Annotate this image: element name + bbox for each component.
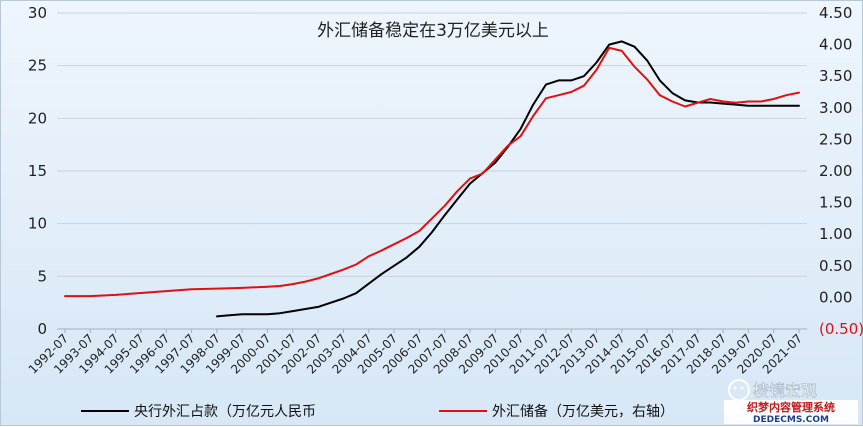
y-right-tick-label: 3.50 (819, 67, 852, 85)
y-right-tick-label: 3.00 (819, 99, 852, 117)
series-layer (64, 40, 800, 318)
series-line-reserves-usd (64, 46, 800, 298)
watermark-brand: 棱镜宏观 (753, 381, 817, 400)
watermark-badge-bg (724, 400, 858, 424)
wechat-icon-eye-left (733, 386, 737, 390)
y-left-tick-label: 0 (37, 320, 47, 338)
y-left-tick-label: 10 (28, 215, 47, 233)
y-right-tick-label: 4.50 (819, 4, 852, 22)
watermark-cms-name: 织梦内容管理系统 (747, 400, 835, 414)
y-left-tick-label: 15 (28, 162, 47, 180)
y-right-tick-label: 1.00 (819, 225, 852, 243)
series-line-reserves-cny (215, 40, 800, 318)
legend-label-reserves-cny: 央行外汇占款（万亿元人民币 (134, 404, 316, 420)
x-axis: 1992-071993-071994-071995-071996-071997-… (26, 329, 805, 377)
y-right-tick-label: 1.50 (819, 194, 852, 212)
y-axis-left: 30 25 20 15 10 5 0 (28, 4, 47, 338)
legend-label-reserves-usd: 外汇储备（万亿美元，右轴） (492, 403, 674, 420)
wechat-icon (728, 379, 750, 401)
y-right-tick-label: 4.00 (819, 36, 852, 54)
y-right-tick-label: 0.50 (819, 257, 852, 275)
legend: 央行外汇占款（万亿元人民币 外汇储备（万亿美元，右轴） (81, 403, 674, 420)
y-right-tick-label: (0.50) (819, 320, 863, 338)
chart-title: 外汇储备稳定在3万亿美元以上 (317, 21, 549, 41)
watermark: 棱镜宏观 织梦内容管理系统 DEDECMS.COM (724, 379, 858, 425)
y-axis-right: 4.50 4.00 3.50 3.00 2.50 2.00 1.50 1.00 0.50 0.00… (819, 4, 863, 338)
y-right-tick-label: 0.00 (819, 288, 852, 306)
y-left-tick-label: 30 (28, 4, 47, 22)
y-left-tick-label: 5 (37, 267, 47, 285)
watermark-cms-url: DEDECMS.COM (753, 415, 829, 425)
y-right-tick-label: 2.50 (819, 130, 852, 148)
wechat-icon-eye-right (740, 386, 744, 390)
y-right-tick-label: 2.00 (819, 162, 852, 180)
y-left-tick-label: 25 (28, 57, 47, 75)
gridlines (57, 12, 807, 330)
y-left-tick-label: 20 (28, 109, 47, 127)
